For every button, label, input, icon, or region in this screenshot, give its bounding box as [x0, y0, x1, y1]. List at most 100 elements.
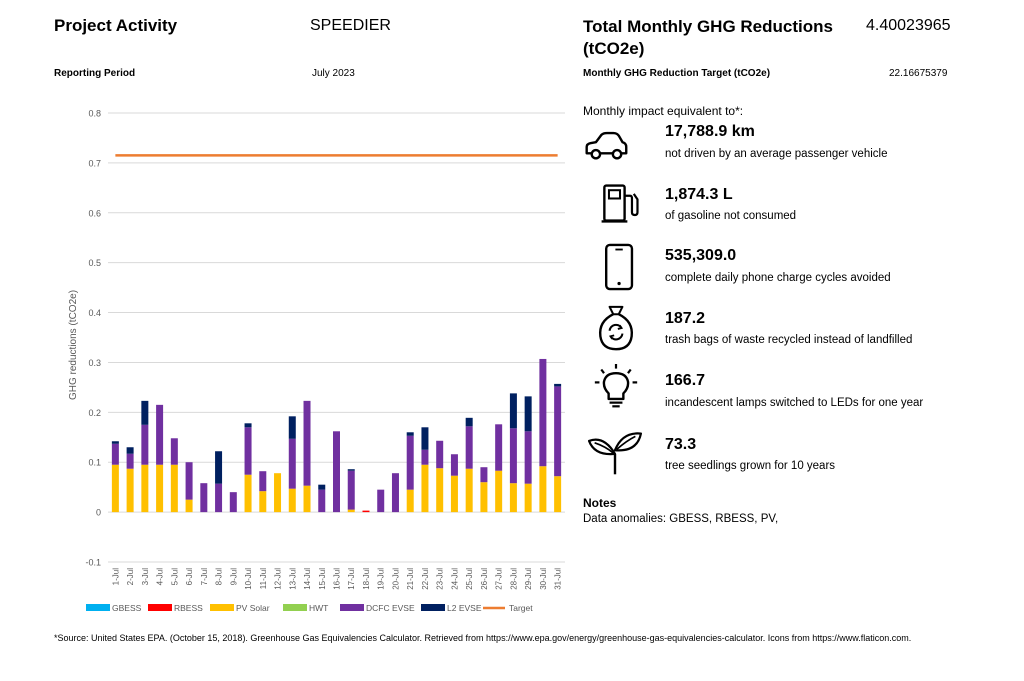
bar-segment-dcfc-evse [480, 467, 488, 483]
x-tick-label: 3-Jul [141, 568, 150, 586]
impact-item-trash: 187.2 trash bags of waste recycled inste… [583, 303, 1003, 355]
legend-label: PV Solar [236, 603, 270, 613]
bar-segment-pv-solar [480, 482, 488, 513]
bar-segment-pv-solar [539, 466, 547, 513]
notes-heading: Notes [583, 496, 617, 510]
bar-segment-dcfc-evse [465, 426, 473, 469]
bar-segment-pv-solar [274, 473, 282, 513]
bar-segment-pv-solar [170, 464, 178, 513]
impact-desc: trash bags of waste recycled instead of … [665, 334, 913, 346]
y-tick-label: 0 [96, 508, 101, 518]
bar-segment-dcfc-evse [539, 358, 547, 467]
x-tick-label: 28-Jul [509, 568, 518, 590]
notes-text: Data anomalies: GBESS, RBESS, PV, [583, 513, 779, 525]
impact-desc: incandescent lamps switched to LEDs for … [665, 397, 924, 409]
y-tick-label: 0.1 [88, 458, 101, 468]
bar-segment-dcfc-evse [259, 471, 267, 492]
bar-segment-dcfc-evse [509, 428, 517, 484]
x-tick-label: 21-Jul [406, 568, 415, 590]
bar-segment-dcfc-evse [170, 438, 178, 465]
seedling-icon [587, 432, 643, 475]
legend-label: Target [509, 603, 533, 613]
legend-label: HWT [309, 603, 328, 613]
impact-desc: complete daily phone charge cycles avoid… [665, 272, 891, 284]
x-tick-label: 1-Jul [111, 568, 120, 586]
legend-swatch [421, 604, 445, 611]
bar-segment-dcfc-evse [111, 443, 119, 465]
x-tick-label: 17-Jul [347, 568, 356, 590]
reporting-period-value: July 2023 [312, 68, 355, 79]
reporting-period-label: Reporting Period [54, 68, 136, 79]
bar-segment-dcfc-evse [450, 454, 458, 476]
impact-item-seedling: 73.3 tree seedlings grown for 10 years [583, 428, 1003, 480]
bar-segment-dcfc-evse [436, 440, 444, 469]
bar-segment-pv-solar [495, 470, 503, 513]
x-tick-label: 24-Jul [450, 568, 459, 590]
x-tick-label: 20-Jul [391, 568, 400, 590]
bar-segment-pv-solar [509, 483, 517, 513]
x-tick-label: 7-Jul [200, 568, 209, 586]
bar-segment-l2-evse [244, 423, 252, 428]
x-tick-label: 9-Jul [229, 568, 238, 586]
x-tick-label: 8-Jul [215, 568, 224, 586]
bar-segment-dcfc-evse [347, 470, 355, 510]
bar-segment-l2-evse [509, 393, 517, 429]
x-tick-label: 30-Jul [539, 568, 548, 590]
bar-segment-l2-evse [465, 417, 473, 427]
car-icon [585, 131, 628, 160]
ghg-reductions-chart: -0.1 0 0.1 0.2 0.3 0.4 0.5 0.6 0.7 0.8 1-Jul 2-Jul… [68, 109, 565, 613]
bar-segment-l2-evse [421, 427, 429, 450]
bar-segment-dcfc-evse [318, 489, 326, 513]
bar-segment-l2-evse [318, 484, 326, 490]
bar-segment-dcfc-evse [156, 404, 164, 465]
impact-value: 1,874.3 L [665, 186, 733, 203]
bar-segment-dcfc-evse [141, 424, 149, 465]
impact-item-bulb: 166.7 incandescent lamps switched to LED… [583, 362, 1003, 414]
impact-value: 535,309.0 [665, 247, 737, 264]
bar-segment-pv-solar [524, 483, 532, 513]
legend-label: GBESS [112, 603, 142, 613]
x-tick-label: 13-Jul [288, 568, 297, 590]
x-tick-label: 4-Jul [156, 568, 165, 586]
y-tick-label: 0.8 [88, 109, 101, 119]
bar-segment-dcfc-evse [333, 431, 340, 513]
ghg-target-label: Monthly GHG Reduction Target (tCO2e) [583, 68, 771, 79]
y-tick-label: 0.5 [88, 258, 101, 268]
y-tick-label: 0.4 [88, 308, 101, 318]
x-tick-label: 23-Jul [436, 568, 445, 590]
y-axis-label: GHG reductions (tCO2e) [68, 290, 79, 400]
x-tick-labels: 1-Jul 2-Jul 3-Jul 4-Jul 5-Jul 6-Jul 7-Jul 8-Jul… [111, 568, 562, 590]
x-tick-label: 19-Jul [377, 568, 386, 590]
x-tick-label: 22-Jul [421, 568, 430, 590]
bar-segment-dcfc-evse [126, 453, 134, 469]
legend-label: RBESS [174, 603, 203, 613]
bar-segment-rbess [362, 510, 370, 513]
legend-swatch [148, 604, 172, 611]
bar-segment-pv-solar [141, 464, 149, 513]
bar-segment-l2-evse [141, 400, 149, 425]
trash-bag-icon [598, 305, 634, 351]
legend-swatch [283, 604, 307, 611]
x-tick-label: 2-Jul [126, 568, 135, 586]
bar-segment-pv-solar [406, 489, 414, 513]
bar-segment-l2-evse [347, 469, 355, 471]
bar-segment-pv-solar [554, 476, 562, 513]
bar-segment-l2-evse [215, 451, 223, 484]
x-tick-label: 5-Jul [170, 568, 179, 586]
bar-segment-pv-solar [259, 491, 267, 513]
impact-value: 17,788.9 km [665, 123, 755, 140]
bar-segment-pv-solar [450, 475, 458, 513]
bar-segment-l2-evse [524, 396, 532, 432]
gridlines [108, 112, 565, 563]
impact-value: 73.3 [665, 436, 697, 453]
bar-segment-pv-solar [244, 474, 252, 513]
x-tick-label: 25-Jul [465, 568, 474, 590]
bar-segment-l2-evse [126, 447, 134, 454]
bar-segment-pv-solar [185, 499, 193, 513]
bar-segment-pv-solar [288, 488, 296, 513]
x-tick-label: 31-Jul [554, 568, 563, 590]
light-bulb-icon [594, 364, 638, 408]
bar-segment-dcfc-evse [288, 438, 296, 489]
bar-segment-l2-evse [288, 416, 296, 439]
bar-segment-dcfc-evse [495, 424, 503, 471]
